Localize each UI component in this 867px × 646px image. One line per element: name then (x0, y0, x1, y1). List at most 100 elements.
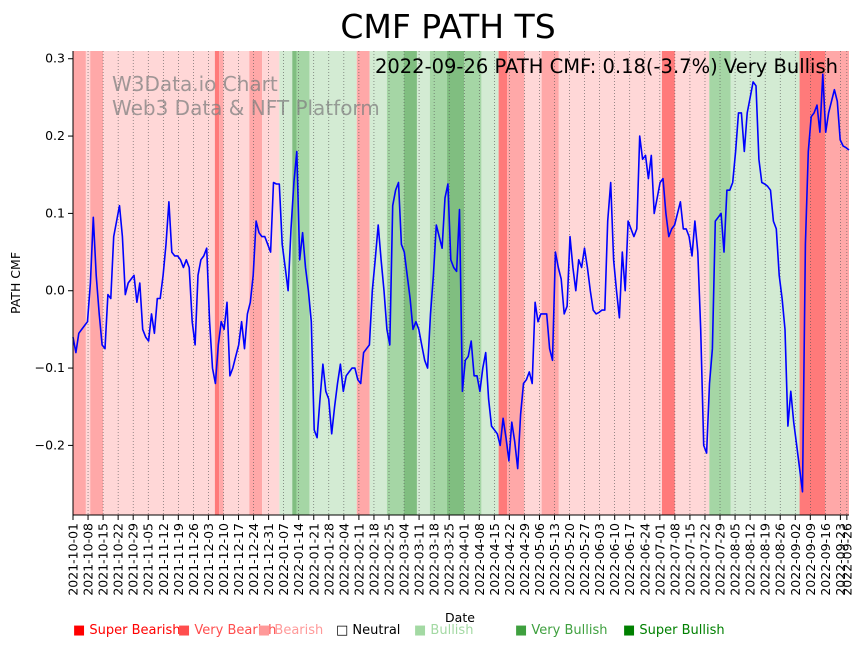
x-tick-label: 2022-08-19 (758, 523, 773, 596)
x-tick-label: 2022-04-01 (457, 523, 472, 596)
legend-marker-icon: ■ (414, 623, 430, 638)
legend-item: ■ Super Bullish (623, 623, 725, 638)
regime-band-very_bearish (507, 51, 525, 515)
x-tick-label: 2021-10-15 (96, 523, 111, 596)
x-tick-label: 2022-07-08 (667, 523, 682, 596)
y-tick-label: −0.1 (35, 360, 65, 375)
regime-band-super_bearish (498, 51, 508, 515)
x-tick-label: 2022-06-03 (592, 523, 607, 596)
legend-label: Neutral (352, 623, 400, 638)
legend-item: ■ Very Bullish (515, 623, 607, 638)
x-tick-label: 2021-11-19 (171, 523, 186, 596)
x-tick-label: 2022-09-16 (818, 523, 833, 596)
watermark-line-1: W3Data.io Chart (112, 72, 278, 96)
regime-band-bullish (416, 51, 430, 515)
x-tick-label: 2022-07-22 (697, 523, 712, 596)
chart-title: CMF PATH TS (340, 7, 555, 46)
legend-label: Super Bullish (639, 623, 724, 638)
regime-band-bullish (279, 51, 293, 515)
x-tick-label: 2022-02-04 (336, 523, 351, 596)
x-tick-label: 2022-04-08 (472, 523, 487, 596)
x-tick-label: 2022-03-04 (397, 523, 412, 596)
regime-band-very_bearish (541, 51, 559, 515)
x-tick-label: 2021-10-29 (126, 523, 141, 596)
legend-marker-icon: ■ (73, 623, 89, 638)
y-tick-label: 0.2 (45, 128, 65, 143)
regime-band-super_bearish (661, 51, 675, 515)
legend-marker-icon: ■ (515, 623, 531, 638)
regime-band-bearish (223, 51, 250, 515)
legend-label: Very Bullish (531, 623, 607, 638)
x-axis-ticks: 2021-10-01 2021-10-08 2021-10-15 2021-10-22… (66, 515, 854, 596)
regime-band-super_bearish (214, 51, 220, 515)
regime-band-super_bullish (404, 51, 417, 515)
vertical-gridlines (72, 51, 848, 515)
cmf-series-line (72, 73, 850, 493)
x-tick-label: 2022-03-11 (412, 523, 427, 596)
legend-marker-icon: □ (336, 623, 352, 638)
x-tick-label: 2022-02-11 (351, 523, 366, 596)
x-tick-label: 2022-04-15 (487, 523, 502, 596)
x-tick-label: 2022-08-12 (743, 523, 758, 596)
x-tick-label: 2021-12-31 (261, 523, 276, 596)
x-tick-label: 2021-11-12 (156, 523, 171, 596)
x-tick-label: 2021-10-08 (81, 523, 96, 596)
legend-label: Bullish (430, 623, 473, 638)
y-tick-label: 0.3 (45, 51, 65, 66)
y-axis-label: PATH CMF (8, 252, 23, 314)
x-tick-label: 2021-10-01 (66, 523, 81, 596)
legend-item: ■ Bearish (258, 623, 323, 638)
x-tick-label: 2022-09-09 (803, 523, 818, 596)
x-tick-label: 2022-06-10 (607, 523, 622, 596)
x-tick-label: 2022-06-17 (622, 523, 637, 596)
regime-band-super_bullish (447, 51, 465, 515)
x-tick-label: 2022-08-05 (728, 523, 743, 596)
legend-item: □ Neutral (336, 623, 400, 638)
legend-marker-icon: ■ (178, 623, 194, 638)
legend: ■ Super Bearish■ Very Bearish■ Bearish □ … (73, 623, 725, 638)
legend-label: Bearish (274, 623, 323, 638)
x-tick-label: 2022-01-21 (306, 523, 321, 596)
y-tick-label: −0.2 (35, 437, 65, 452)
x-tick-label: 2022-07-15 (682, 523, 697, 596)
y-tick-label: 0.1 (45, 205, 65, 220)
regime-band-bullish (309, 51, 357, 515)
x-tick-label: 2021-12-17 (231, 523, 246, 596)
x-tick-label: 2022-05-13 (547, 523, 562, 596)
x-tick-label: 2021-12-24 (246, 523, 261, 596)
regime-band-very_bearish (73, 51, 86, 515)
x-tick-label: 2022-04-29 (517, 523, 532, 596)
chart-annotation: 2022-09-26 PATH CMF: 0.18(-3.7%) Very Bu… (375, 55, 838, 78)
legend-item: ■ Very Bearish (178, 623, 276, 638)
x-tick-label: 2022-01-28 (321, 523, 336, 596)
x-tick-label: 2022-07-01 (652, 523, 667, 596)
x-tick-label: 2021-10-22 (111, 523, 126, 596)
regime-band-bearish (262, 51, 280, 515)
x-tick-label: 2022-05-06 (532, 523, 547, 596)
regime-bands (73, 51, 849, 515)
regime-band-very_bullish (464, 51, 482, 515)
x-tick-label: 2022-09-02 (788, 523, 803, 596)
x-tick-label: 2022-03-25 (442, 523, 457, 596)
regime-band-very_bearish (249, 51, 263, 515)
y-axis-ticks: 0.3 0.2 0.1 0.0 −0.1 −0.2 (35, 51, 73, 452)
x-axis-label: Date (445, 610, 475, 625)
legend-label: Super Bearish (89, 623, 180, 638)
regime-band-very_bearish (356, 51, 370, 515)
legend-item: ■ Bullish (414, 623, 473, 638)
x-tick-label: 2022-02-25 (381, 523, 396, 596)
regime-band-bullish (481, 51, 499, 515)
x-tick-label: 2022-03-18 (427, 523, 442, 596)
x-tick-label: 2022-05-27 (577, 523, 592, 596)
regime-band-bearish (103, 51, 215, 515)
x-tick-label: 2022-09-26 (839, 523, 854, 596)
x-tick-label: 2022-04-22 (502, 523, 517, 596)
legend-item: ■ Super Bearish (73, 623, 181, 638)
x-tick-label: 2021-12-03 (201, 523, 216, 596)
x-tick-label: 2022-06-24 (637, 523, 652, 596)
y-tick-label: 0.0 (45, 283, 65, 298)
legend-label: Very Bearish (194, 623, 276, 638)
regime-band-very_bearish (825, 51, 849, 515)
x-tick-label: 2021-11-05 (141, 523, 156, 596)
